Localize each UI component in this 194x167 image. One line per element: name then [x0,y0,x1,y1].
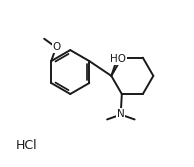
Text: O: O [52,42,61,52]
Text: N: N [117,109,125,119]
Text: HCl: HCl [16,139,37,152]
Text: HO: HO [110,54,126,64]
